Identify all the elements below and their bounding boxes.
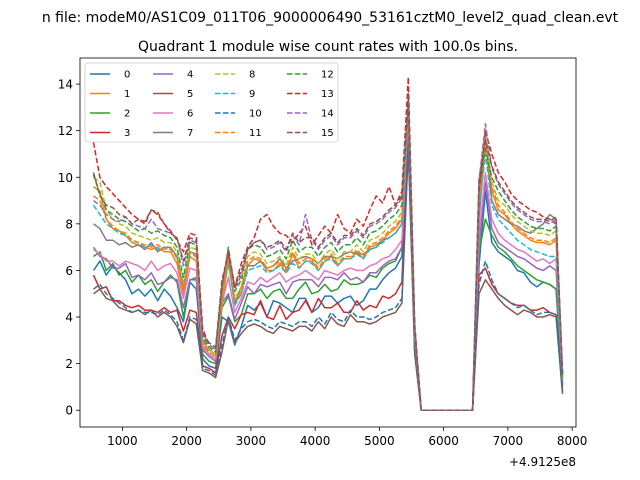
legend-label-12: 12 [321,70,334,81]
x-tick-label: 4000 [300,434,331,448]
legend-label-1: 1 [124,89,130,100]
legend-label-2: 2 [124,109,130,120]
legend-label-14: 14 [321,109,334,120]
y-axis: 0 2 4 6 8 10 12 14 [58,78,80,418]
series-lines [92,76,564,411]
series-line-12 [92,104,564,411]
y-tick-label: 0 [65,404,73,418]
legend-frame [84,62,339,143]
legend-label-8: 8 [249,70,255,81]
series-line-14 [93,99,564,411]
series-line-2 [93,118,564,411]
y-tick-label: 10 [58,171,73,185]
x-tick-label: 3000 [236,434,267,448]
y-tick-label: 6 [65,264,73,278]
axes-frame [79,57,577,428]
series-line-6 [93,108,564,411]
legend-label-10: 10 [249,109,262,120]
x-tick-label: 5000 [364,434,395,448]
legend-label-0: 0 [124,70,130,81]
legend-label-15: 15 [321,128,334,139]
series-line-4 [92,115,564,411]
x-tick-label: 7000 [493,434,524,448]
chart-title: Quadrant 1 module wise count rates with … [138,39,518,55]
series-line-13 [92,76,564,411]
series-line-10 [93,141,564,411]
x-tick-label: 8000 [557,434,588,448]
y-tick-label: 14 [58,78,73,92]
figure-suptitle: n file: modeM0/AS1C09_011T06_9000006490_… [42,10,619,26]
y-tick-label: 12 [58,124,73,138]
legend-label-7: 7 [187,128,193,139]
series-line-0 [92,125,564,411]
y-tick-label: 4 [65,311,73,325]
legend-label-6: 6 [187,109,193,120]
series-line-5 [93,148,564,411]
y-tick-label: 8 [65,217,73,231]
series-line-15 [92,92,564,411]
x-tick-label: 2000 [171,434,202,448]
legend-label-9: 9 [249,89,255,100]
legend-label-13: 13 [321,89,334,100]
legend-label-4: 4 [187,70,193,81]
y-tick-label: 2 [65,357,73,371]
x-tick-label: 6000 [428,434,459,448]
x-offset-text: +4.9125e8 [509,455,576,469]
series-line-3 [92,134,564,411]
legend-label-5: 5 [187,89,193,100]
x-axis: 1000 2000 3000 4000 5000 6000 7000 8000 [107,427,587,448]
legend-label-11: 11 [249,128,262,139]
x-tick-label: 1000 [107,434,138,448]
legend-label-3: 3 [124,128,130,139]
